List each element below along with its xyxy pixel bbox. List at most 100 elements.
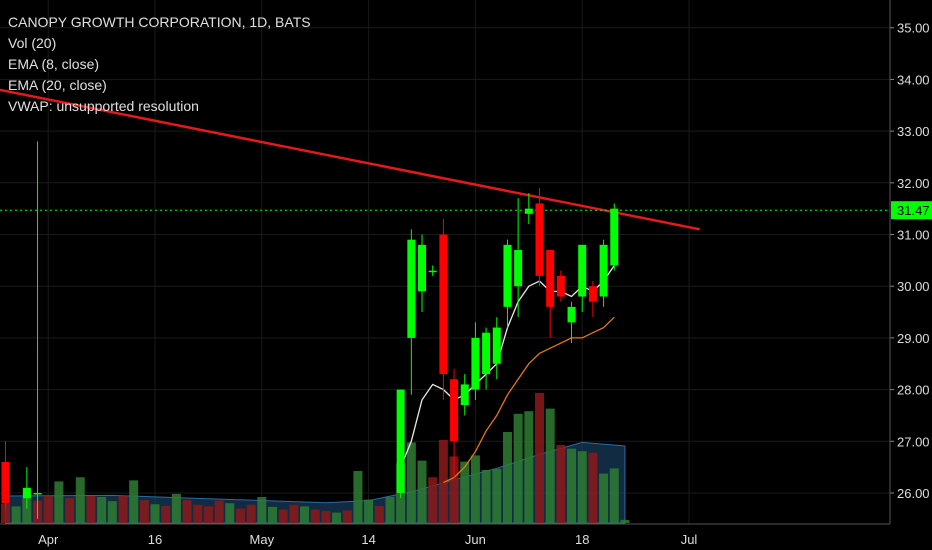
candle-body <box>1 461 10 504</box>
y-tick-label: 28.00 <box>897 383 930 398</box>
volume-bar <box>257 497 267 523</box>
volume-bar <box>502 432 512 523</box>
y-tick-label: 30.00 <box>897 279 930 294</box>
volume-bar <box>428 477 438 523</box>
volume-bar <box>353 471 363 523</box>
candle-body <box>556 275 565 297</box>
volume-bar <box>417 460 427 523</box>
y-tick-label: 33.00 <box>897 124 930 139</box>
volume-bar <box>599 473 609 523</box>
candle-body <box>439 234 448 375</box>
y-tick-label: 31.00 <box>897 228 930 243</box>
chart-legend: CANOPY GROWTH CORPORATION, 1D, BATS Vol … <box>8 12 311 117</box>
volume-bar <box>577 451 587 523</box>
legend-ema20: EMA (20, close) <box>8 77 107 93</box>
volume-bar <box>65 498 75 523</box>
candle-body <box>610 208 619 266</box>
volume-bar <box>225 503 235 523</box>
legend-vwap: VWAP: unsupported resolution <box>8 98 199 114</box>
y-tick-label: 34.00 <box>897 72 930 87</box>
volume-bar <box>492 468 502 523</box>
ema20-line <box>443 316 615 484</box>
volume-bar <box>588 452 598 523</box>
volume-bar <box>235 508 245 523</box>
candle-body <box>428 270 437 273</box>
volume-bar <box>246 504 256 523</box>
volume-bar <box>182 500 192 523</box>
volume-bar <box>449 456 459 523</box>
legend-vol: Vol (20) <box>8 35 57 51</box>
volume-bar <box>556 445 566 523</box>
volume-bar <box>545 408 555 523</box>
candle-body <box>535 203 544 276</box>
volume-bar <box>139 500 149 523</box>
volume-bar <box>406 442 416 523</box>
volume-bar <box>75 477 85 523</box>
candle-body <box>588 286 597 302</box>
volume-bar <box>481 469 491 523</box>
volume-bar <box>321 511 331 523</box>
volume-bar <box>97 497 107 523</box>
volume-bar <box>300 506 310 523</box>
legend-ema8: EMA (8, close) <box>8 56 100 72</box>
x-tick-label: 16 <box>148 532 162 547</box>
legend-title: CANOPY GROWTH CORPORATION, 1D, BATS <box>8 14 311 30</box>
volume-bar <box>193 504 203 523</box>
candle-body <box>418 244 427 292</box>
volume-bar <box>310 509 320 523</box>
volume-bar <box>609 468 619 523</box>
y-tick-label: 26.00 <box>897 486 930 501</box>
candle-body <box>492 327 501 364</box>
candle-body <box>482 332 491 375</box>
volume-bar <box>513 413 523 523</box>
x-tick-label: 14 <box>361 532 375 547</box>
volume-bar <box>171 493 181 523</box>
candle-body <box>567 306 576 323</box>
volume-bar <box>332 512 342 523</box>
last-price-label: 31.47 <box>897 203 930 218</box>
volume-bar <box>129 480 139 523</box>
candle-body <box>33 492 42 495</box>
candle-body <box>599 244 608 297</box>
candle-body <box>503 244 512 307</box>
volume-bar <box>161 505 171 523</box>
volume-bar <box>268 506 277 523</box>
volume-bar <box>150 504 160 523</box>
candle-body <box>471 337 480 390</box>
candle-body <box>524 208 533 214</box>
volume-bar <box>567 448 577 523</box>
volume-bar <box>620 519 630 523</box>
volume-bar <box>43 495 53 523</box>
volume-bar <box>203 506 213 523</box>
volume-bar <box>107 501 117 523</box>
volume-bar <box>11 506 21 523</box>
candle-body <box>450 379 459 442</box>
candle-body <box>22 487 31 499</box>
x-tick-label: Jun <box>465 532 486 547</box>
volume-bar <box>342 510 352 523</box>
volume-bar <box>438 439 448 523</box>
candle-body <box>514 250 523 287</box>
x-tick-label: 18 <box>575 532 589 547</box>
volume-bar <box>86 495 96 523</box>
candle-body <box>546 250 555 307</box>
volume-bar <box>374 505 384 523</box>
volume-bar <box>22 498 32 523</box>
volume-bar <box>118 495 128 523</box>
x-tick-label: Jul <box>681 532 698 547</box>
y-tick-label: 35.00 <box>897 21 930 36</box>
volume-bar <box>524 411 534 523</box>
candle-body <box>407 239 416 338</box>
x-tick-label: Apr <box>38 532 59 547</box>
y-tick-label: 32.00 <box>897 176 930 191</box>
volume-bar <box>54 481 64 523</box>
x-tick-label: May <box>250 532 275 547</box>
volume-bar <box>278 509 288 523</box>
candle-body <box>460 384 469 406</box>
volume-bar <box>385 497 395 523</box>
volume-bar <box>460 461 470 523</box>
y-tick-label: 29.00 <box>897 331 930 346</box>
volume-bar <box>535 393 544 523</box>
